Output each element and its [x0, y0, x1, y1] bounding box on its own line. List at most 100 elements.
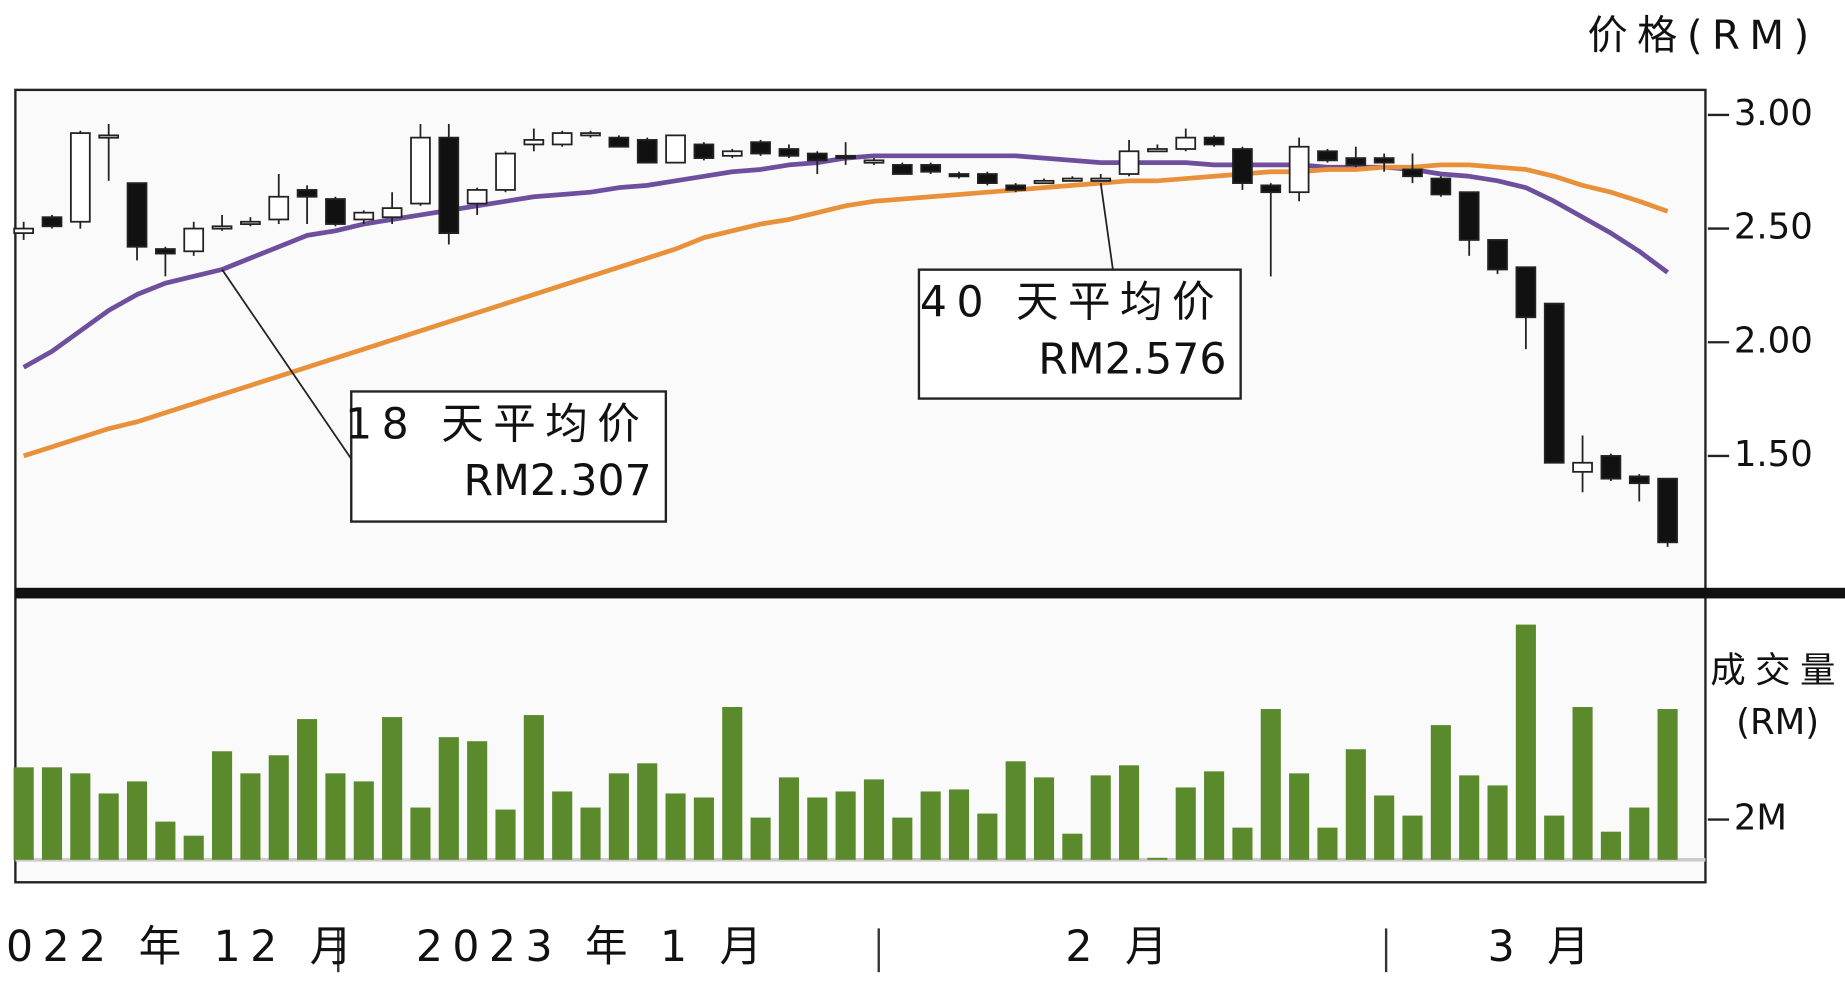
candle-body: [1118, 150, 1140, 175]
candle-body: [665, 134, 686, 164]
candle-body: [750, 141, 771, 155]
volume-bar: [1005, 761, 1026, 860]
volume-bar: [1544, 815, 1565, 860]
candle-body: [1317, 150, 1338, 162]
volume-bar: [1232, 827, 1253, 860]
volume-bar: [1260, 709, 1281, 860]
candle-body: [778, 148, 800, 157]
y-tick-label: 2M: [1734, 798, 1787, 839]
volume-bar: [467, 741, 488, 860]
annotation-value: RM2.307: [464, 456, 652, 506]
candle-body: [1430, 177, 1452, 196]
volume-bar: [977, 813, 998, 860]
candle-body: [721, 150, 743, 157]
candle-body: [1458, 191, 1480, 241]
volume-bar: [126, 781, 148, 860]
price-axis-title: 价格(RM): [1587, 13, 1818, 59]
volume-bar: [297, 719, 318, 860]
volume-bar: [1090, 775, 1111, 860]
volume-bar: [13, 767, 34, 860]
volume-bar: [1062, 833, 1083, 860]
candle-body: [608, 136, 630, 148]
volume-bar: [1317, 827, 1338, 860]
volume-bar: [665, 793, 686, 860]
annotation-title: 40 天平均价: [920, 278, 1224, 328]
volume-bar: [382, 717, 403, 860]
volume-bar: [1345, 749, 1366, 860]
candle-body: [1232, 148, 1253, 184]
candle-body: [863, 159, 885, 164]
annotation-value: RM2.576: [1038, 334, 1226, 384]
candle-body: [523, 139, 545, 146]
candle-body: [1572, 461, 1593, 473]
volume-axis-title: 成交量: [1710, 650, 1845, 691]
volume-bar: [1033, 777, 1055, 860]
volume-bar: [1147, 857, 1168, 860]
candle-body: [891, 164, 913, 175]
candle-body: [69, 132, 91, 223]
candle-body: [1402, 168, 1423, 178]
annotation-box: [350, 390, 668, 523]
volume-bar: [410, 807, 431, 860]
candle-body: [211, 225, 233, 230]
candle-body: [1260, 184, 1282, 194]
candle-body: [1515, 266, 1537, 319]
candle-body: [438, 136, 460, 235]
volume-bar: [1600, 831, 1621, 860]
volume-bar: [1572, 707, 1593, 860]
volume-bar: [240, 773, 261, 860]
volume-bar: [438, 737, 459, 860]
volume-bar: [353, 781, 374, 860]
volume-bar: [70, 773, 91, 860]
candle-body: [410, 136, 431, 205]
candle-body: [1005, 184, 1027, 191]
annotation-title: 18 天平均价: [345, 399, 649, 449]
volume-bar: [863, 779, 885, 860]
y-tick-label: 3.00: [1734, 93, 1813, 134]
volume-bar: [183, 835, 204, 860]
volume-bar: [1175, 787, 1196, 860]
volume-bar: [1459, 775, 1480, 860]
candle-body: [1543, 302, 1565, 464]
candle-body: [835, 154, 856, 160]
volume-bar: [495, 809, 516, 860]
candle-body: [353, 211, 375, 221]
candle-body: [296, 189, 318, 198]
panel-divider: [15, 587, 1845, 599]
candle-body: [948, 173, 970, 178]
volume-bar: [637, 763, 658, 860]
volume-bar: [212, 751, 233, 860]
candle-body: [1033, 179, 1055, 185]
volume-bar: [1430, 725, 1451, 860]
candle-body: [580, 132, 601, 137]
candle-body: [1345, 157, 1367, 166]
candle-body: [1288, 145, 1310, 194]
candle-body: [1175, 136, 1197, 150]
volume-bar: [693, 797, 714, 860]
candle-body: [551, 132, 573, 146]
volume-bar: [1657, 709, 1678, 860]
volume-bar: [1629, 807, 1650, 860]
candle-body: [693, 143, 715, 159]
candle-body: [1147, 148, 1168, 153]
candle-body: [636, 139, 658, 164]
annotation-box: [917, 268, 1242, 400]
x-axis-label: 2022 年 12 月: [0, 922, 362, 972]
x-axis-label: 3 月: [1488, 922, 1600, 972]
candle-body: [976, 173, 998, 184]
volume-bar: [892, 817, 913, 860]
candle-body: [41, 216, 63, 228]
candle-body: [1373, 157, 1395, 164]
volume-bar: [1289, 773, 1310, 860]
volume-bar: [268, 755, 289, 860]
volume-axis-unit: (RM): [1736, 702, 1819, 743]
candle-body: [268, 195, 290, 221]
candle-body: [1487, 239, 1508, 271]
candle-body: [13, 227, 35, 235]
candle-body: [98, 134, 120, 139]
candle-body: [240, 220, 261, 226]
candle-body: [806, 152, 828, 162]
volume-bar: [778, 777, 799, 860]
candle-body: [155, 248, 176, 255]
